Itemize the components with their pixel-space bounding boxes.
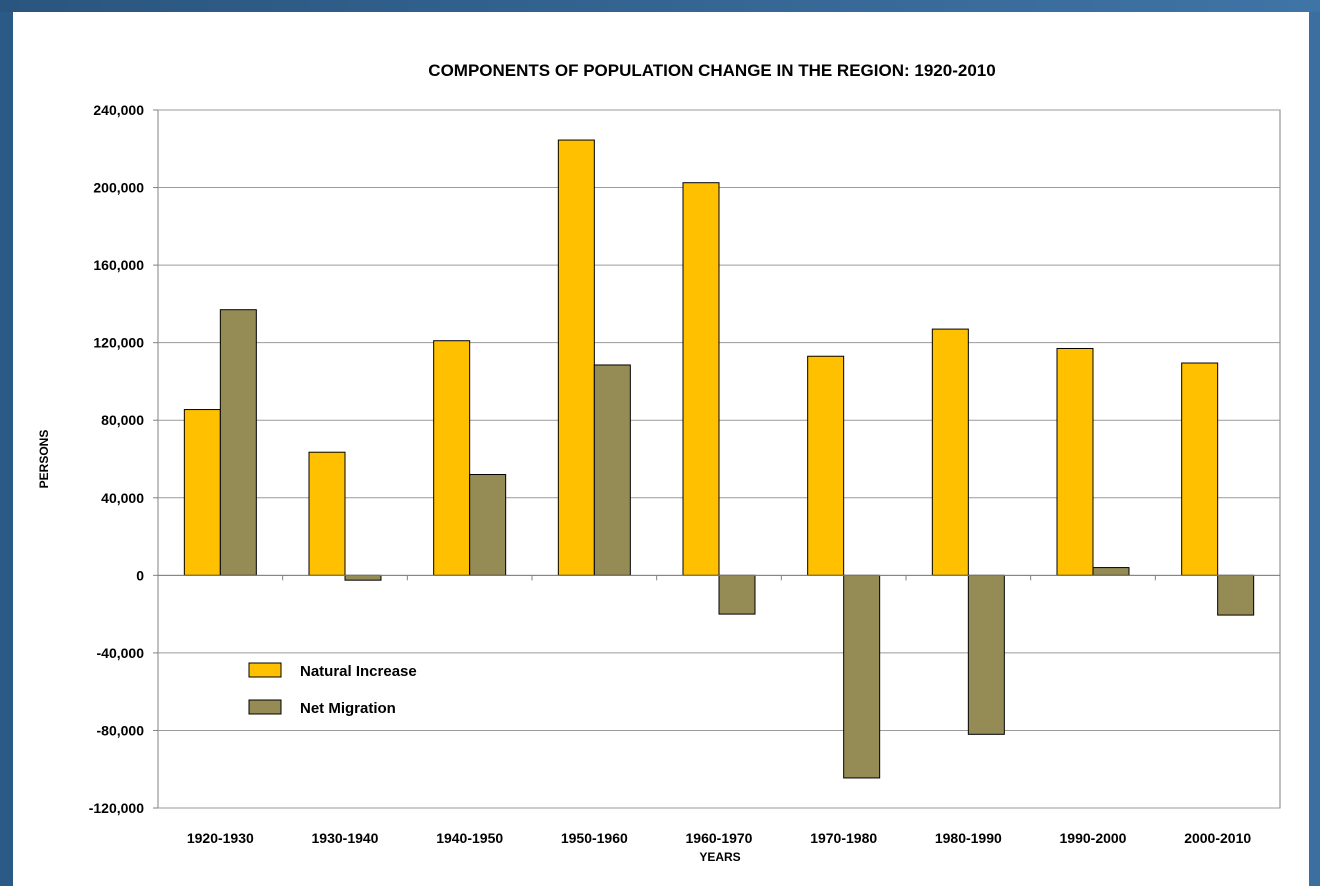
x-tick-label: 1950-1960 <box>561 830 628 846</box>
y-tick-label: 200,000 <box>93 180 144 196</box>
x-tick-label: 1990-2000 <box>1060 830 1127 846</box>
y-tick-label: 120,000 <box>93 335 144 351</box>
legend-swatch <box>248 699 282 715</box>
legend-label: Natural Increase <box>300 663 417 680</box>
bar-natural-increase <box>807 355 845 576</box>
bar-net-migration <box>1217 574 1255 616</box>
chart-title: COMPONENTS OF POPULATION CHANGE IN THE R… <box>428 61 995 80</box>
bar-net-migration <box>967 574 1005 735</box>
bar-natural-increase <box>1181 362 1219 576</box>
legend: Natural Increase Net Migration <box>248 662 417 717</box>
y-tick-label: -40,000 <box>97 645 145 661</box>
x-tick-label: 1980-1990 <box>935 830 1002 846</box>
bar-natural-increase <box>433 340 471 576</box>
y-tick-label: -120,000 <box>89 800 144 816</box>
bar-natural-increase <box>682 182 720 576</box>
x-axis-label: YEARS <box>699 850 740 864</box>
y-axis-label: PERSONS <box>37 430 51 489</box>
x-tick-label: 1940-1950 <box>436 830 503 846</box>
x-tick-label: 2000-2010 <box>1184 830 1251 846</box>
y-tick-label: 0 <box>136 567 144 583</box>
bar-net-migration <box>1092 567 1130 576</box>
bar-net-migration <box>718 574 756 615</box>
bar-natural-increase <box>1056 347 1094 576</box>
y-tick-label: 240,000 <box>93 102 144 118</box>
bar-natural-increase <box>931 328 969 576</box>
legend-label: Net Migration <box>300 700 396 717</box>
legend-swatch <box>248 662 282 678</box>
x-tick-label: 1930-1940 <box>312 830 379 846</box>
y-tick-label: 80,000 <box>101 412 144 428</box>
bar-net-migration <box>469 474 507 576</box>
bar-natural-increase <box>308 451 346 576</box>
x-tick-label: 1970-1980 <box>810 830 877 846</box>
y-tick-label: -80,000 <box>97 722 145 738</box>
y-tick-label: 40,000 <box>101 490 144 506</box>
bar-natural-increase <box>557 139 595 576</box>
bar-net-migration <box>843 574 881 779</box>
bar-natural-increase <box>183 409 221 576</box>
top-band <box>0 0 1320 12</box>
x-tick-label: 1960-1970 <box>686 830 753 846</box>
bar-net-migration <box>593 364 631 576</box>
bar-net-migration <box>344 574 382 581</box>
bar-net-migration <box>219 309 257 576</box>
x-tick-label: 1920-1930 <box>187 830 254 846</box>
y-tick-label: 160,000 <box>93 257 144 273</box>
